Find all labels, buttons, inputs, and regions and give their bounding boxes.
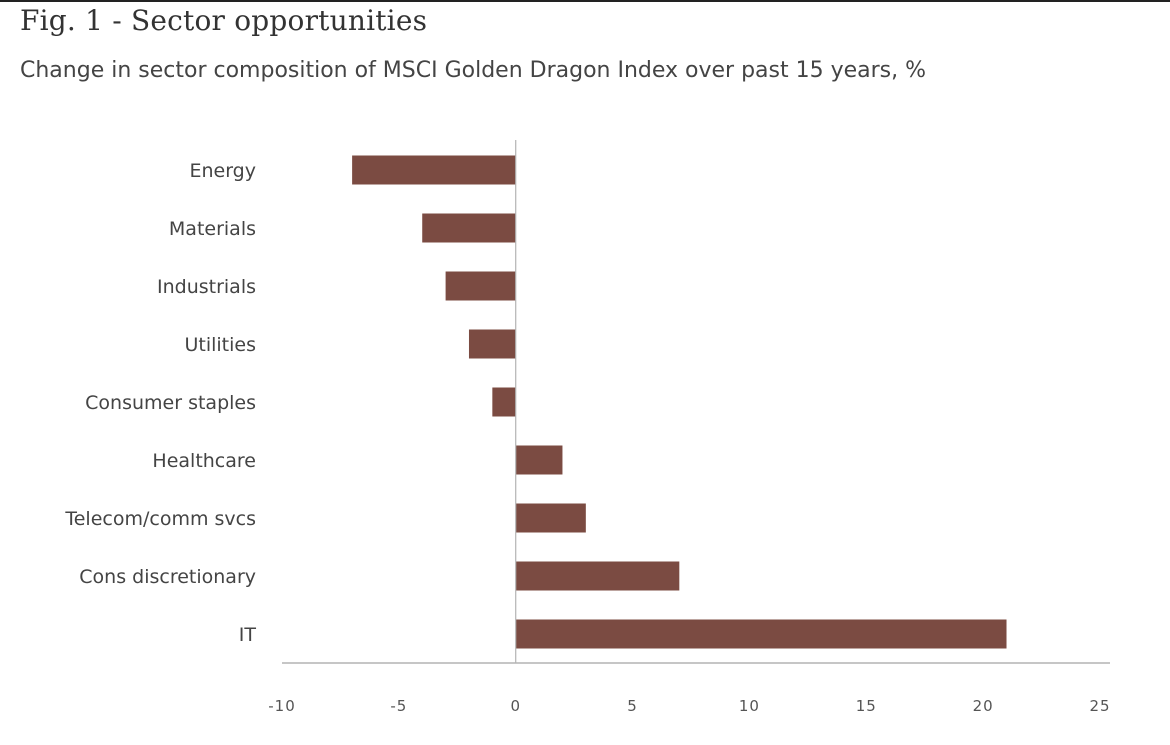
bar-cons-discretionary <box>515 561 680 591</box>
bar-consumer-staples <box>492 387 516 417</box>
x-tick-label: 0 <box>510 697 521 715</box>
x-tick-label: -5 <box>390 697 407 715</box>
top-rule <box>0 0 1170 2</box>
category-label: Cons discretionary <box>79 566 256 588</box>
category-label: Materials <box>169 218 256 240</box>
category-label: Consumer staples <box>85 392 256 414</box>
x-tick-label: 5 <box>627 697 638 715</box>
bar-it <box>515 619 1007 649</box>
category-label: Telecom/comm svcs <box>64 508 256 530</box>
category-label: Energy <box>189 160 256 182</box>
x-tick-label: 15 <box>856 697 877 715</box>
x-tick-label: 10 <box>739 697 760 715</box>
x-tick-label: -10 <box>268 697 296 715</box>
category-label: Industrials <box>157 276 256 298</box>
figure-subtitle: Change in sector composition of MSCI Gol… <box>20 58 927 83</box>
bar-utilities <box>468 329 516 359</box>
category-label: Healthcare <box>152 450 256 472</box>
bar-telecom-comm-svcs <box>515 503 586 533</box>
figure-title: Fig. 1 - Sector opportunities <box>20 4 428 37</box>
bar-industrials <box>445 271 516 301</box>
category-label: Utilities <box>184 334 256 356</box>
bar-healthcare <box>515 445 563 475</box>
bar-energy <box>352 155 516 185</box>
bar-materials <box>422 213 516 243</box>
x-tick-label: 25 <box>1089 697 1110 715</box>
category-label: IT <box>239 624 257 646</box>
x-tick-label: 20 <box>973 697 994 715</box>
